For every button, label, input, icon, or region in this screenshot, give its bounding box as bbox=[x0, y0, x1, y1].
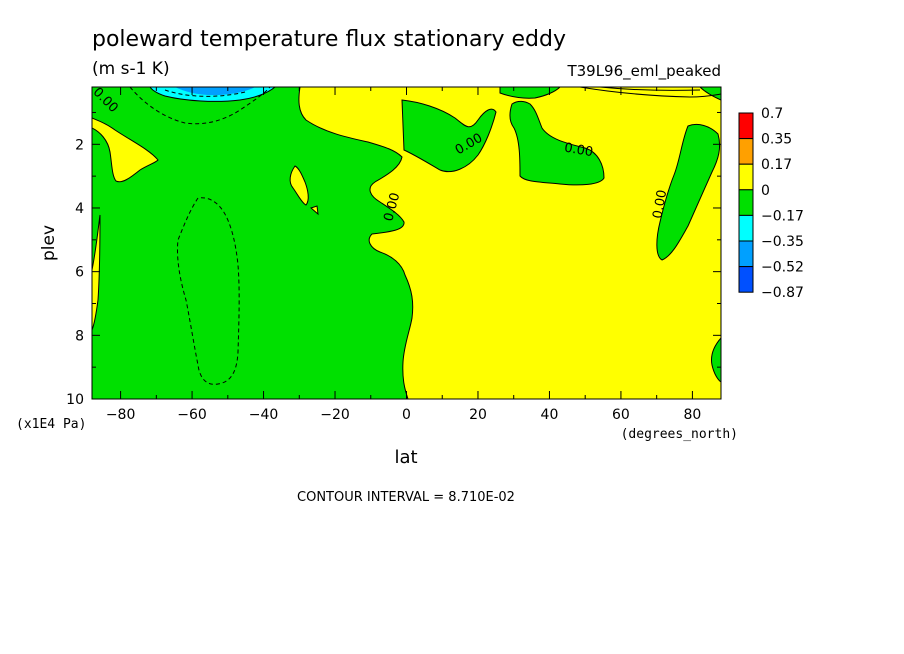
region-negative-east-corner-bottom bbox=[711, 337, 721, 383]
colorbar-label: −0.52 bbox=[761, 260, 804, 276]
colorbar-label: −0.17 bbox=[761, 208, 804, 224]
chart-units: (m s-1 K) bbox=[92, 59, 170, 79]
region-negative-top bbox=[499, 87, 561, 99]
colorbar: 0.7 0.35 0.17 0 −0.17 −0.35 −0.52 −0.87 bbox=[738, 106, 804, 301]
region-negative-east bbox=[656, 123, 721, 261]
x-axis-label: lat bbox=[394, 447, 417, 468]
contour-solid-top-right-2 bbox=[599, 87, 701, 91]
region-positive-west-strip bbox=[92, 214, 101, 331]
contour-dashed-top bbox=[129, 87, 271, 125]
colorbar-swatch bbox=[738, 189, 754, 216]
x-axis: −80 −60 −40 −20 0 20 40 60 80 bbox=[106, 87, 701, 423]
colorbar-label: 0 bbox=[761, 183, 770, 199]
chart-title: poleward temperature flux stationary edd… bbox=[92, 27, 566, 52]
dataset-label: T39L96_eml_peaked bbox=[566, 62, 721, 81]
contour-solid-top-right bbox=[579, 87, 721, 98]
contour-label: 0.00 bbox=[650, 189, 670, 220]
x-tick-label: 20 bbox=[469, 407, 487, 423]
x-tick-label: −60 bbox=[177, 407, 207, 423]
contour-dashed-top-inner bbox=[164, 89, 246, 97]
contour-interval: CONTOUR INTERVAL = 8.710E-02 bbox=[297, 490, 515, 505]
colorbar-label: 0.17 bbox=[761, 157, 792, 173]
x-tick-label: 40 bbox=[541, 407, 559, 423]
x-tick-label: −20 bbox=[320, 407, 350, 423]
contour-dashed-loop bbox=[177, 197, 240, 385]
colorbar-swatch bbox=[738, 138, 754, 165]
x-tick-label: −40 bbox=[249, 407, 279, 423]
x-tick-label: −80 bbox=[106, 407, 136, 423]
colorbar-label: −0.87 bbox=[761, 285, 804, 301]
region-negative-central bbox=[509, 100, 605, 186]
y-tick-label: 4 bbox=[75, 201, 84, 217]
x-tick-label: 0 bbox=[402, 407, 411, 423]
colorbar-swatch bbox=[738, 163, 754, 191]
colorbar-label: 0.7 bbox=[761, 106, 783, 122]
y-tick-label: 2 bbox=[75, 137, 84, 153]
x-axis-units: (degrees_north) bbox=[621, 427, 738, 442]
y-tick-label: 8 bbox=[75, 328, 84, 344]
region-negative-tongue bbox=[401, 99, 497, 173]
y-tick-label: 6 bbox=[75, 265, 84, 281]
region-positive-west-edge bbox=[92, 117, 159, 183]
y-axis: 2 4 6 8 10 bbox=[66, 111, 721, 408]
region-positive-pocket-b bbox=[310, 205, 319, 216]
colorbar-swatch bbox=[738, 266, 754, 293]
colorbar-swatch bbox=[738, 240, 754, 268]
colorbar-swatch bbox=[738, 112, 754, 140]
y-axis-units: (x1E4 Pa) bbox=[16, 417, 86, 432]
x-tick-label: 60 bbox=[612, 407, 630, 423]
region-positive-pocket-a bbox=[289, 165, 309, 206]
y-tick-label: 10 bbox=[66, 392, 84, 408]
contour-label: 0.00 bbox=[381, 191, 403, 223]
contour-label: 0.00 bbox=[563, 141, 594, 161]
x-tick-label: 80 bbox=[683, 407, 701, 423]
colorbar-swatch bbox=[738, 214, 754, 242]
colorbar-label: 0.35 bbox=[761, 132, 792, 148]
contour-field bbox=[92, 87, 721, 399]
colorbar-label: −0.35 bbox=[761, 234, 804, 250]
region-stronger-negative-top bbox=[175, 87, 255, 96]
y-axis-label: plev bbox=[39, 225, 59, 261]
region-negative-west bbox=[92, 87, 414, 399]
